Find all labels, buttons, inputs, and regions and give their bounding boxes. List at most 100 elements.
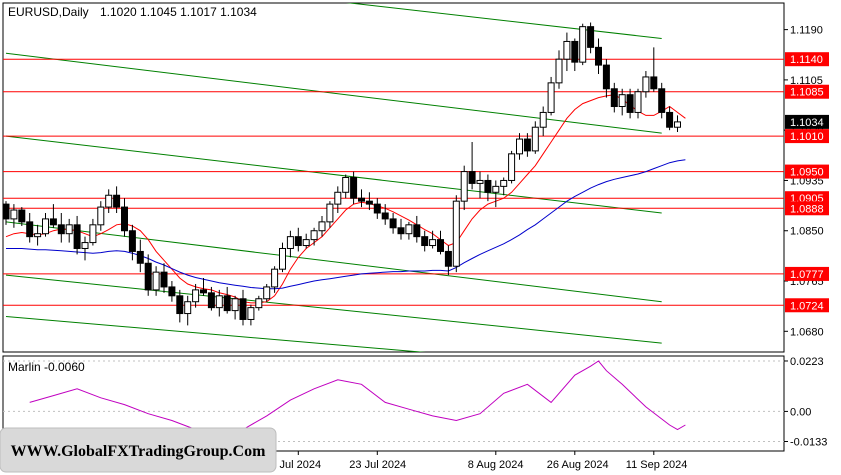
candle — [650, 47, 658, 92]
indicator-tick-label: 0.00 — [790, 406, 811, 418]
current-price-label: 1.1034 — [785, 114, 829, 129]
candle — [373, 198, 381, 219]
channel-line-4 — [345, 3, 662, 39]
candle — [397, 218, 405, 240]
chart-symbol-label: EURUSD,Daily — [8, 5, 89, 19]
candle — [444, 245, 452, 276]
level-label: 1.0777 — [785, 266, 829, 281]
candle — [239, 289, 247, 326]
candle — [413, 215, 421, 243]
candle — [81, 236, 89, 261]
y-tick-label: 1.1190 — [790, 25, 823, 37]
candle — [358, 189, 365, 208]
candle — [539, 106, 547, 137]
candle — [389, 212, 397, 234]
candle — [3, 201, 10, 225]
level-label: 1.1010 — [785, 129, 829, 144]
x-tick-label: 8 Aug 2024 — [468, 459, 524, 471]
candlesticks — [3, 22, 681, 326]
candle — [334, 186, 342, 213]
candle — [18, 207, 26, 227]
candle — [113, 186, 121, 213]
channel-lines — [5, 3, 662, 352]
level-label: 1.1085 — [785, 84, 829, 99]
candle — [286, 230, 294, 258]
candle — [271, 266, 279, 293]
candle — [247, 304, 255, 326]
candle — [626, 88, 634, 119]
candle — [160, 263, 168, 293]
candle — [168, 281, 176, 302]
y-tick-label: 1.1105 — [790, 75, 823, 87]
candle — [381, 204, 389, 225]
candle — [207, 286, 215, 311]
candle — [610, 82, 618, 113]
candle — [26, 212, 34, 243]
moving-averages — [5, 94, 686, 304]
channel-line-1 — [5, 135, 662, 214]
candle — [263, 283, 271, 302]
candle — [121, 198, 128, 237]
level-label: 1.0724 — [785, 298, 829, 313]
candle — [579, 23, 587, 66]
candle — [602, 59, 610, 98]
candle — [460, 165, 468, 211]
candle — [666, 106, 674, 131]
svg-text:1.0724: 1.0724 — [790, 300, 824, 312]
svg-text:1.1140: 1.1140 — [790, 54, 823, 66]
candle — [73, 215, 81, 255]
x-tick-label: 11 Sep 2024 — [626, 459, 688, 471]
candle — [492, 180, 500, 208]
level-label: 1.1140 — [785, 52, 829, 67]
candle — [658, 82, 666, 119]
candle — [279, 242, 286, 273]
candle — [255, 295, 263, 311]
candle — [555, 50, 563, 89]
time-axis: 5 Jul 2024 23 Jul 2024 8 Aug 2024 26 Aug 20… — [270, 451, 687, 471]
y-tick-label: 1.0680 — [790, 326, 824, 338]
candle — [89, 218, 97, 246]
candle — [468, 142, 476, 190]
candle — [595, 38, 602, 74]
candle — [516, 133, 523, 160]
watermark-text: WWW.GlobalFXTradingGroup.Com — [11, 443, 267, 460]
candle — [429, 230, 437, 249]
candle — [215, 289, 223, 317]
candle — [350, 171, 358, 205]
candle — [310, 227, 318, 246]
channel-line-5 — [5, 316, 426, 352]
x-tick-label: 26 Aug 2024 — [547, 459, 609, 471]
x-tick-label: 23 Jul 2024 — [349, 459, 406, 471]
candle — [500, 177, 508, 196]
indicator-tick-label: 0.0223 — [790, 356, 824, 368]
svg-text:1.0950: 1.0950 — [790, 167, 824, 179]
candle — [421, 230, 429, 252]
candle — [326, 201, 334, 228]
candle — [508, 150, 516, 184]
candle — [65, 218, 73, 243]
candle — [128, 224, 136, 261]
marlin-line — [29, 360, 686, 440]
indicator-tick-label: -0.0133 — [790, 437, 827, 449]
channel-line-2 — [5, 221, 662, 303]
candle — [523, 133, 531, 157]
svg-text:1.1034: 1.1034 — [790, 117, 824, 129]
horizontal-levels — [3, 58, 784, 306]
price-axis: 1.11901.11051.10201.09351.08501.07651.06… — [784, 25, 829, 338]
candle — [547, 76, 555, 116]
candle — [318, 215, 326, 237]
candle — [405, 221, 413, 240]
candle — [294, 227, 302, 252]
watermark: WWW.GlobalFXTradingGroup.Com — [0, 427, 277, 473]
candle — [476, 171, 484, 199]
candle — [302, 233, 310, 249]
candle — [42, 212, 49, 237]
candle — [200, 278, 207, 296]
candle — [97, 201, 105, 231]
candle — [105, 189, 113, 213]
marlin-indicator: 0.0223 0.00 -0.0133 — [3, 356, 827, 449]
candle — [437, 230, 444, 255]
candle — [484, 174, 492, 202]
candle — [136, 239, 144, 273]
